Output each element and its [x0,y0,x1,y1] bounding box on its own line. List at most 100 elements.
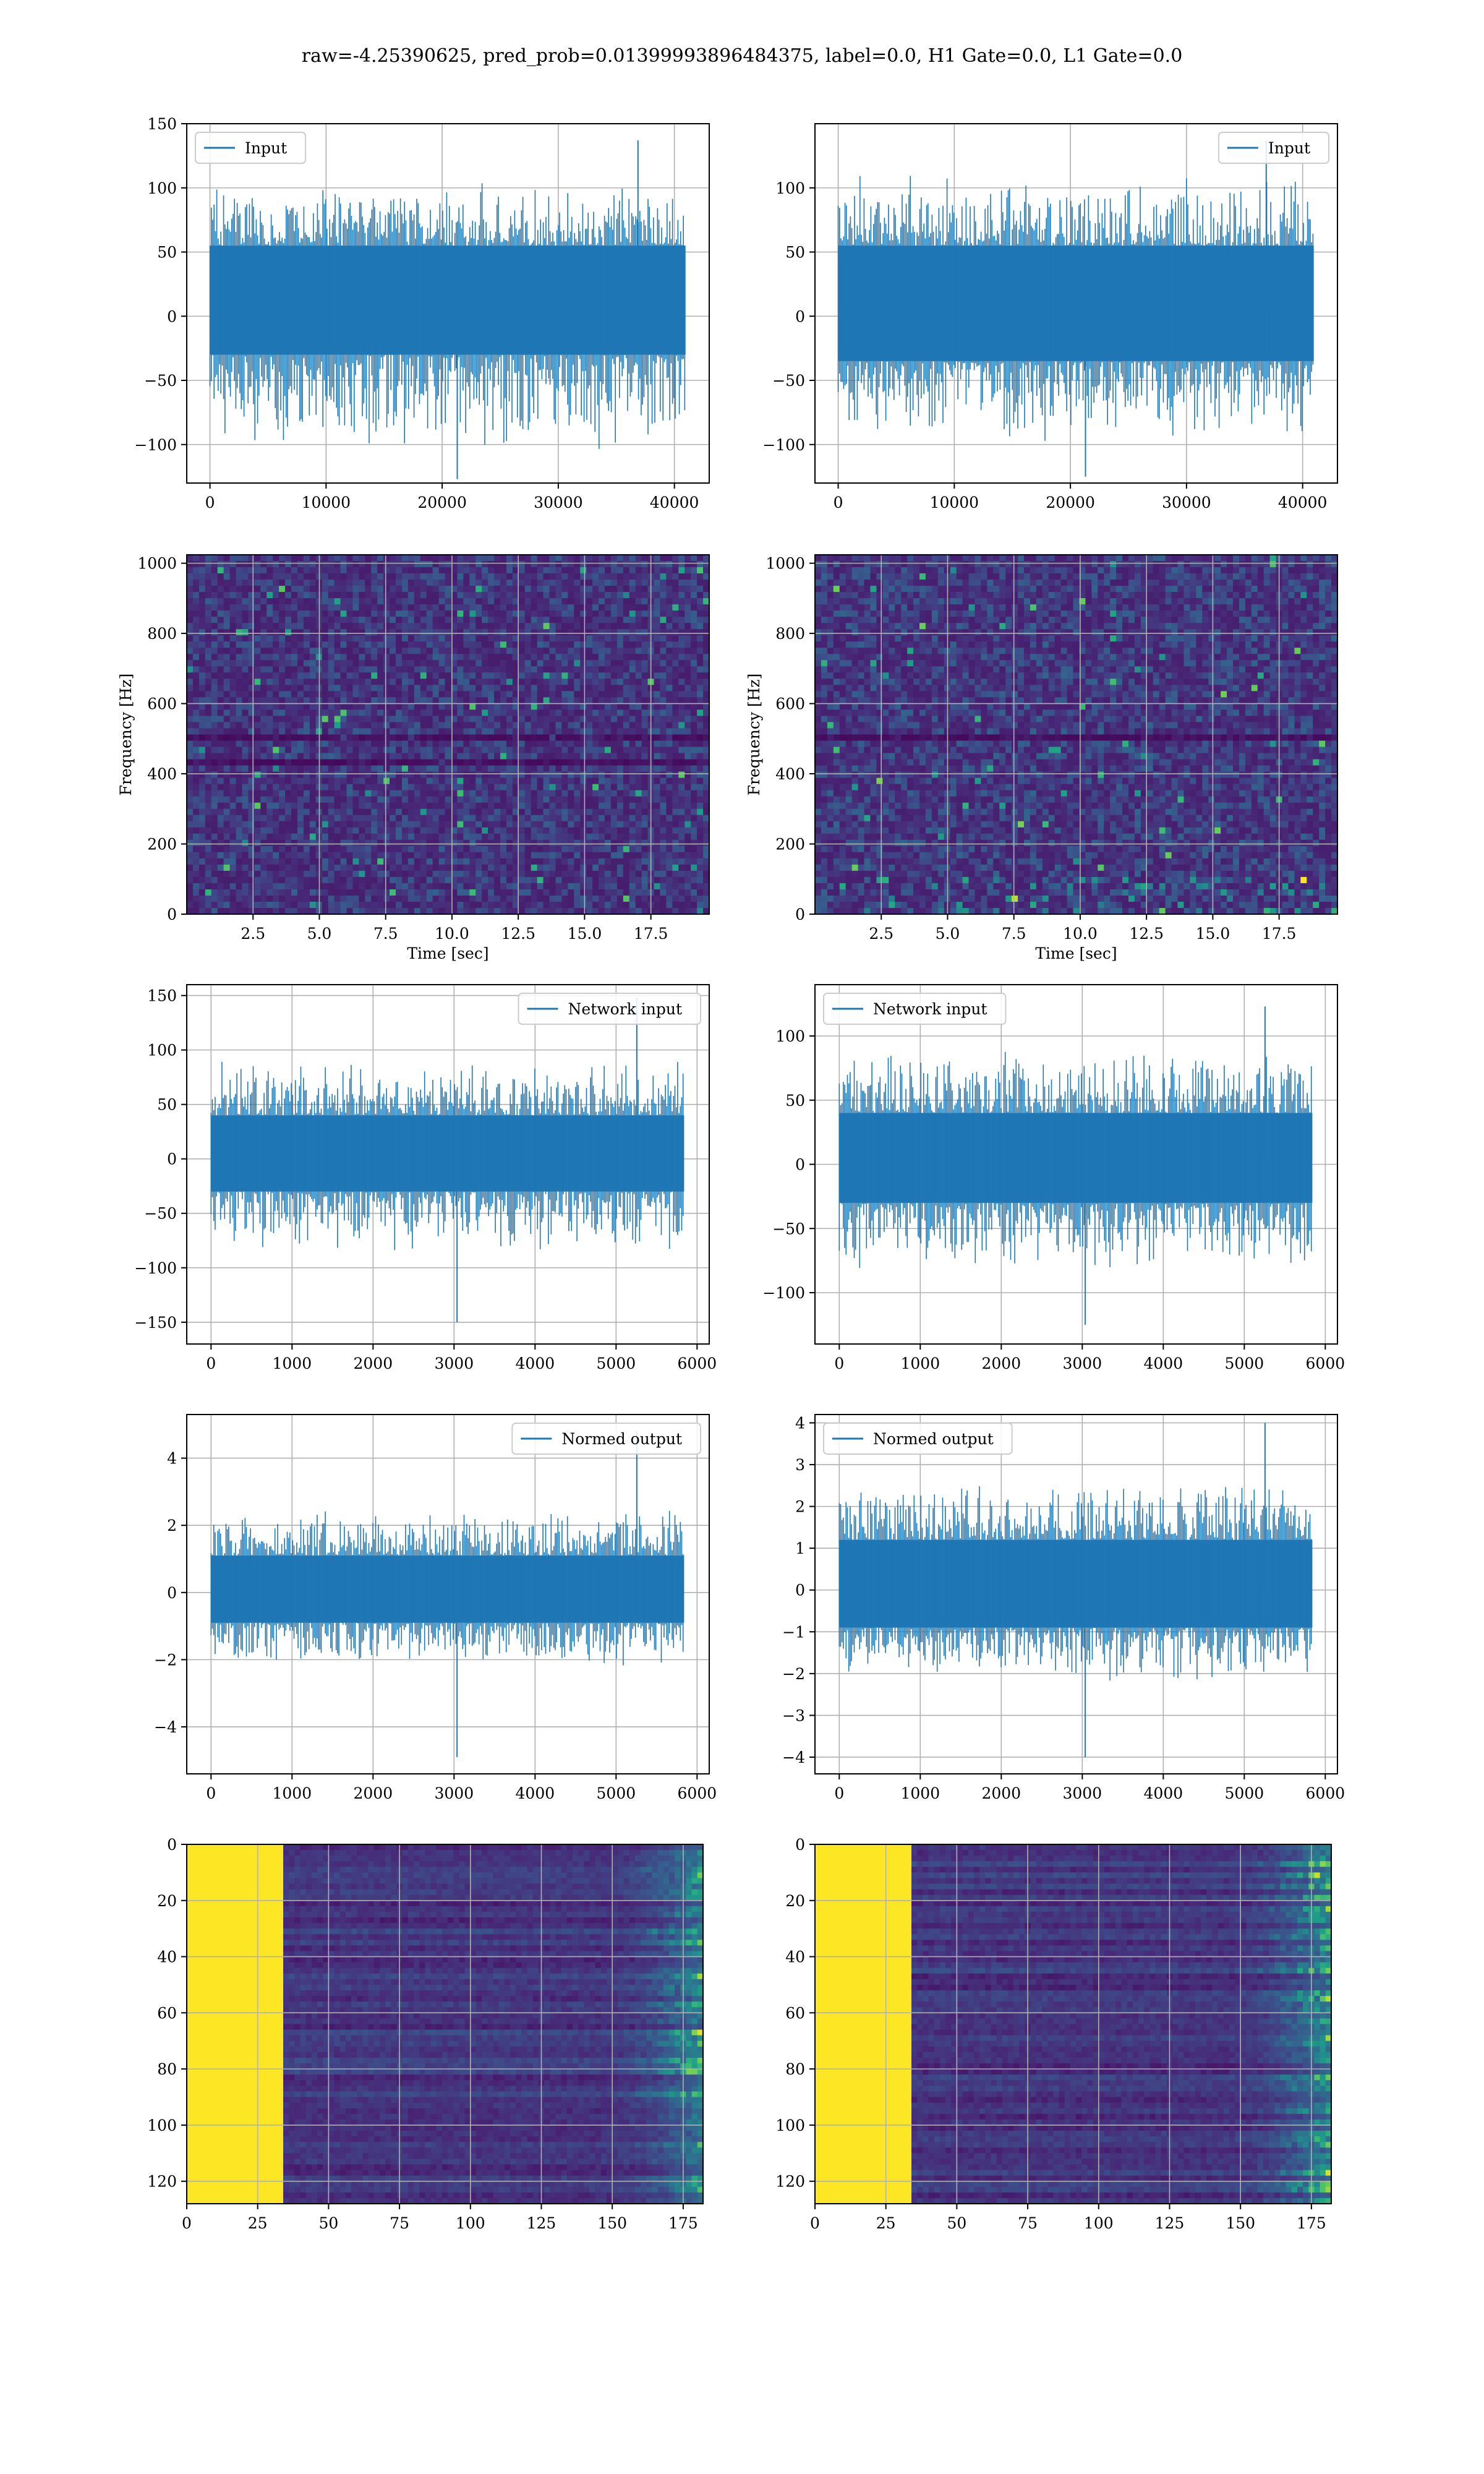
heatmap-cell [371,907,378,915]
heatmap-cell [359,858,365,865]
heatmap-cell [229,703,237,711]
heatmap-cell [641,666,649,673]
heatmap-cell [691,895,697,902]
y-tick-label: 50 [785,244,805,262]
heatmap-cell [328,586,335,593]
heatmap-cell [672,740,679,748]
heatmap-cell [297,604,304,611]
heatmap-cell [432,561,440,568]
heatmap-cell [248,573,255,580]
heatmap-cell [192,635,200,642]
heatmap-cell [407,641,415,648]
heatmap-cell [359,864,365,871]
heatmap-cell [623,845,630,853]
heatmap-cell [678,617,685,623]
heatmap-cell [660,610,667,617]
heatmap-cell [586,697,593,704]
heatmap-cell [623,697,630,704]
heatmap-cell [561,685,568,691]
heatmap-cell [396,660,403,667]
heatmap-cell [340,685,348,691]
heatmap-cell [383,740,390,748]
heatmap-cell [414,598,421,605]
heatmap-cell [605,870,612,878]
heatmap-cell [340,901,348,909]
heatmap-cell [586,901,593,909]
heatmap-cell [518,610,526,617]
heatmap-cell [438,685,446,691]
heatmap-cell [518,617,526,623]
heatmap-cell [401,895,409,902]
heatmap-cell [463,833,470,841]
heatmap-cell [396,765,403,773]
heatmap-cell [445,623,452,630]
heatmap-cell [629,870,636,878]
heatmap-cell [518,852,526,859]
heatmap-cell [328,895,335,902]
heatmap-cell [678,598,685,605]
heatmap-cell [401,592,409,599]
heatmap-cell [703,821,710,828]
heatmap-cell [291,827,298,834]
heatmap-cell [494,722,501,729]
heatmap-cell [482,654,488,661]
heatmap-cell [223,784,231,791]
heatmap-cell [494,839,501,847]
heatmap-cell [697,852,704,859]
heatmap-cell [592,716,599,723]
legend-box [195,132,307,164]
heatmap-cell [691,790,697,797]
heatmap-cell [691,654,697,661]
heatmap-cell [561,573,568,580]
heatmap-cell [641,747,649,754]
heatmap-cell [291,641,298,648]
heatmap-cell [211,728,218,735]
heatmap-cell [488,876,495,884]
heatmap-cell [371,728,378,735]
heatmap-cell [432,771,440,779]
heatmap-cell [248,610,255,617]
heatmap-cell [414,648,421,654]
heatmap-cell [524,592,532,599]
heatmap-cell [187,722,194,729]
heatmap-cell [555,870,563,878]
heatmap-cell [279,895,286,902]
heatmap-cell [236,648,243,654]
heatmap-cell [352,672,359,679]
heatmap-cell [420,666,427,673]
heatmap-cell [549,555,556,562]
heatmap-cell [359,641,365,648]
heatmap-cell [703,623,710,630]
heatmap-cell [469,561,476,568]
heatmap-cell [390,883,396,890]
heatmap-cell [610,858,618,865]
heatmap-cell [445,815,452,822]
heatmap-cell [703,635,710,642]
heatmap-cell [684,610,691,617]
heatmap-cell [660,635,667,642]
heatmap-cell [457,654,464,661]
heatmap-cell [629,734,636,742]
heatmap-cell [482,672,488,679]
heatmap-cell [469,796,476,803]
heatmap-cell [457,561,464,568]
heatmap-cell [260,833,267,841]
heatmap-cell [432,697,440,704]
heatmap-cell [691,839,697,847]
heatmap-cell [205,697,212,704]
heatmap-cell [697,771,704,779]
heatmap-cell [346,740,354,748]
heatmap-cell [401,610,409,617]
heatmap-cell [198,765,206,773]
heatmap-cell [254,876,261,884]
heatmap-cell [691,777,697,785]
heatmap-cell [383,573,390,580]
heatmap-cell [599,592,605,599]
heatmap-cell [401,759,409,766]
heatmap-cell [469,716,476,723]
heatmap-cell [445,648,452,654]
heatmap-cell [205,604,212,611]
heatmap-cell [254,648,261,654]
heatmap-cell [703,883,710,890]
heatmap-cell [641,759,649,766]
